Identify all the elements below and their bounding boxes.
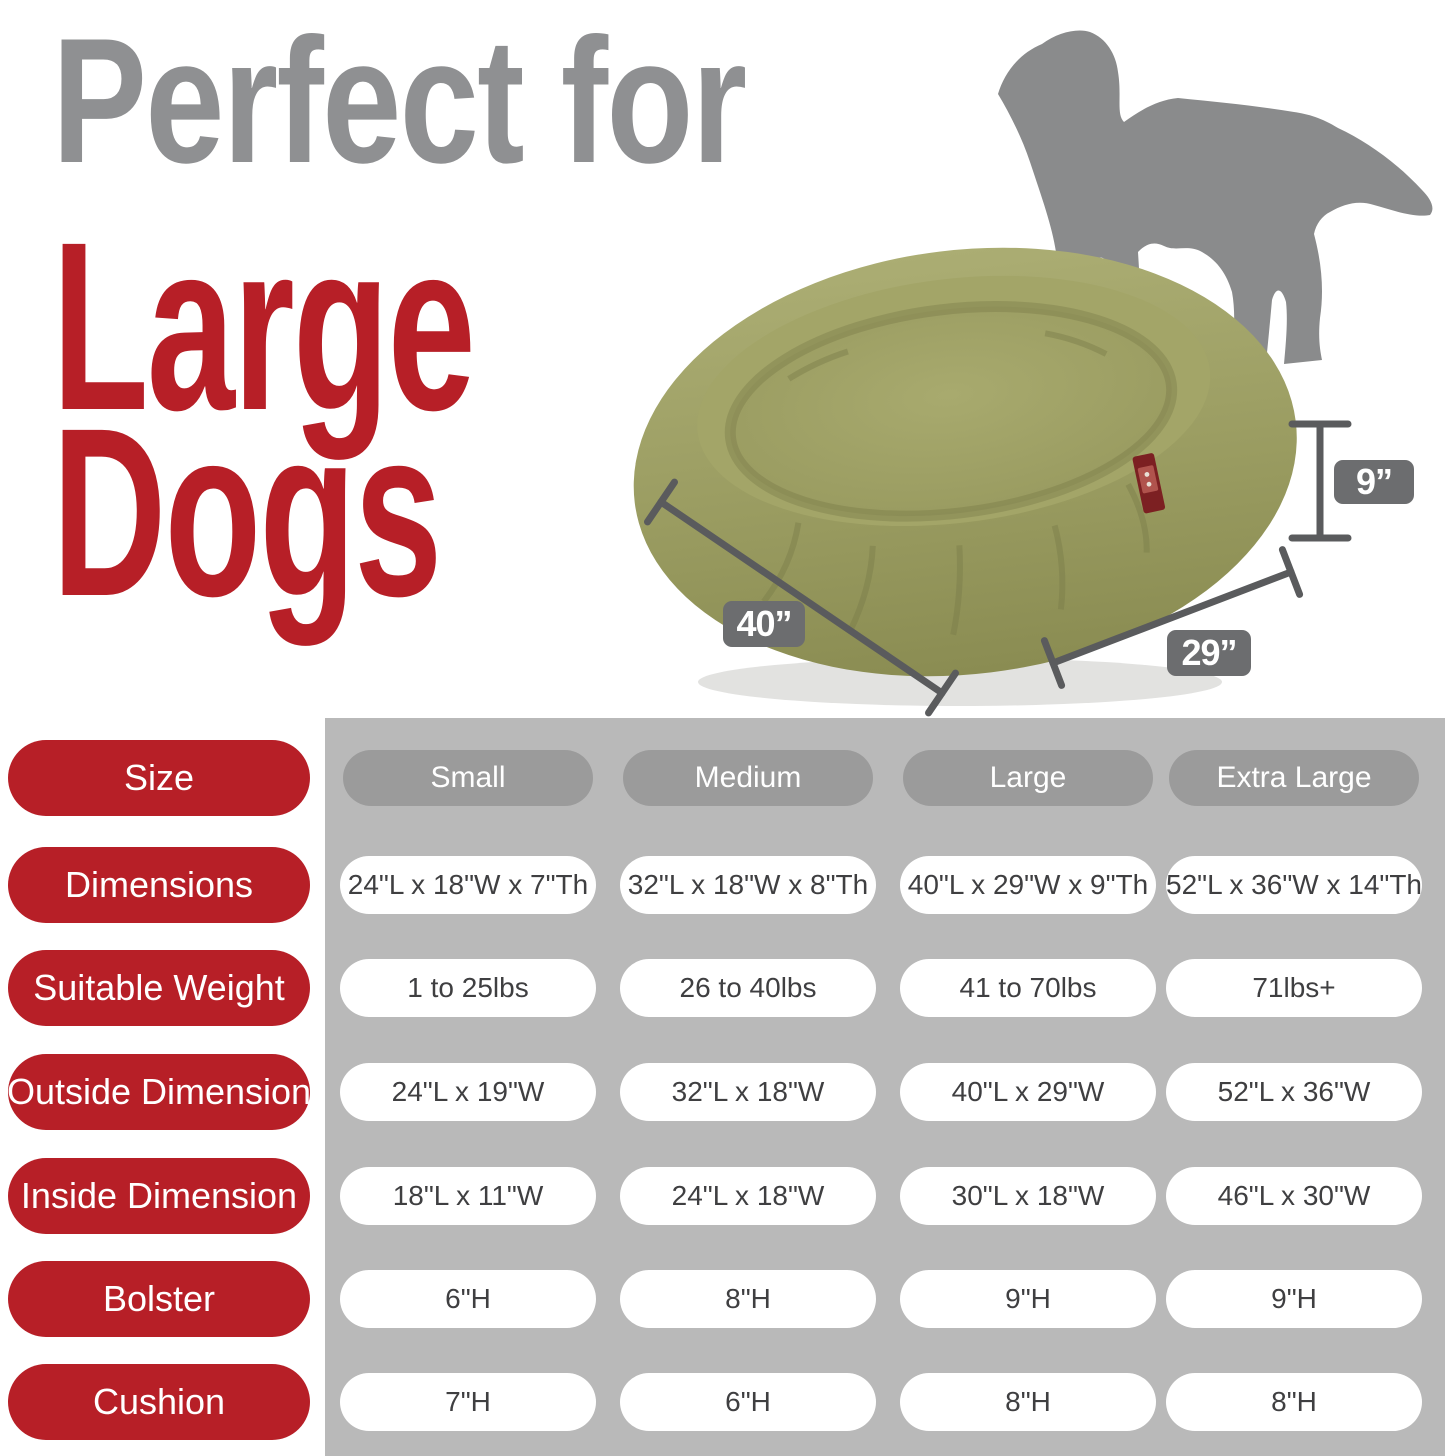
column-header-extra-large: Extra Large <box>1169 750 1419 806</box>
table-cell: 9"H <box>1166 1270 1422 1328</box>
row-label-suitable-weight: Suitable Weight <box>8 950 310 1026</box>
table-cell: 32"L x 18"W <box>620 1063 876 1121</box>
table-cell: 8"H <box>900 1373 1156 1431</box>
bed-cushion <box>730 306 1172 517</box>
table-cell: 24"L x 19"W <box>340 1063 596 1121</box>
table-cell: 46"L x 30"W <box>1166 1167 1422 1225</box>
column-header-large: Large <box>903 750 1153 806</box>
table-cell: 8"H <box>620 1270 876 1328</box>
dog-silhouette-icon <box>998 30 1433 364</box>
table-cell: 32"L x 18"W x 8"Th <box>620 856 876 914</box>
height-dimension-label: 9” <box>1334 460 1414 504</box>
row-label-outside-dimension: Outside Dimension <box>7 1054 311 1130</box>
table-cell: 24"L x 18"W <box>620 1167 876 1225</box>
table-cell: 6"H <box>620 1373 876 1431</box>
column-header-small: Small <box>343 750 593 806</box>
table-cell: 7"H <box>340 1373 596 1431</box>
table-cell: 26 to 40lbs <box>620 959 876 1017</box>
table-cell: 41 to 70lbs <box>900 959 1156 1017</box>
row-label-bolster: Bolster <box>8 1261 310 1337</box>
headline-perfect-for: Perfect for <box>52 1 747 200</box>
bed-cushion-crease <box>724 301 1178 522</box>
headline-dogs: Dogs <box>52 378 442 646</box>
row-label-cushion: Cushion <box>8 1364 310 1440</box>
table-cell: 52"L x 36"W x 14"Th <box>1166 856 1422 914</box>
headline-large: Large <box>52 192 476 460</box>
table-cell: 52"L x 36"W <box>1166 1063 1422 1121</box>
table-cell: 8"H <box>1166 1373 1422 1431</box>
width-dimension-label: 29” <box>1167 630 1251 676</box>
table-cell: 40"L x 29"W <box>900 1063 1156 1121</box>
table-cell: 24"L x 18"W x 7"Th <box>340 856 596 914</box>
table-cell: 1 to 25lbs <box>340 959 596 1017</box>
column-header-medium: Medium <box>623 750 873 806</box>
table-cell: 9"H <box>900 1270 1156 1328</box>
table-cell: 71lbs+ <box>1166 959 1422 1017</box>
length-dimension-label: 40” <box>723 601 805 647</box>
table-cell: 30"L x 18"W <box>900 1167 1156 1225</box>
table-cell: 6"H <box>340 1270 596 1328</box>
row-label-size: Size <box>8 740 310 816</box>
row-label-inside-dimension: Inside Dimension <box>8 1158 310 1234</box>
table-cell: 18"L x 11"W <box>340 1167 596 1225</box>
table-cell: 40"L x 29"W x 9"Th <box>900 856 1156 914</box>
majestic-pet-tag-icon <box>1132 453 1166 514</box>
row-label-dimensions: Dimensions <box>8 847 310 923</box>
